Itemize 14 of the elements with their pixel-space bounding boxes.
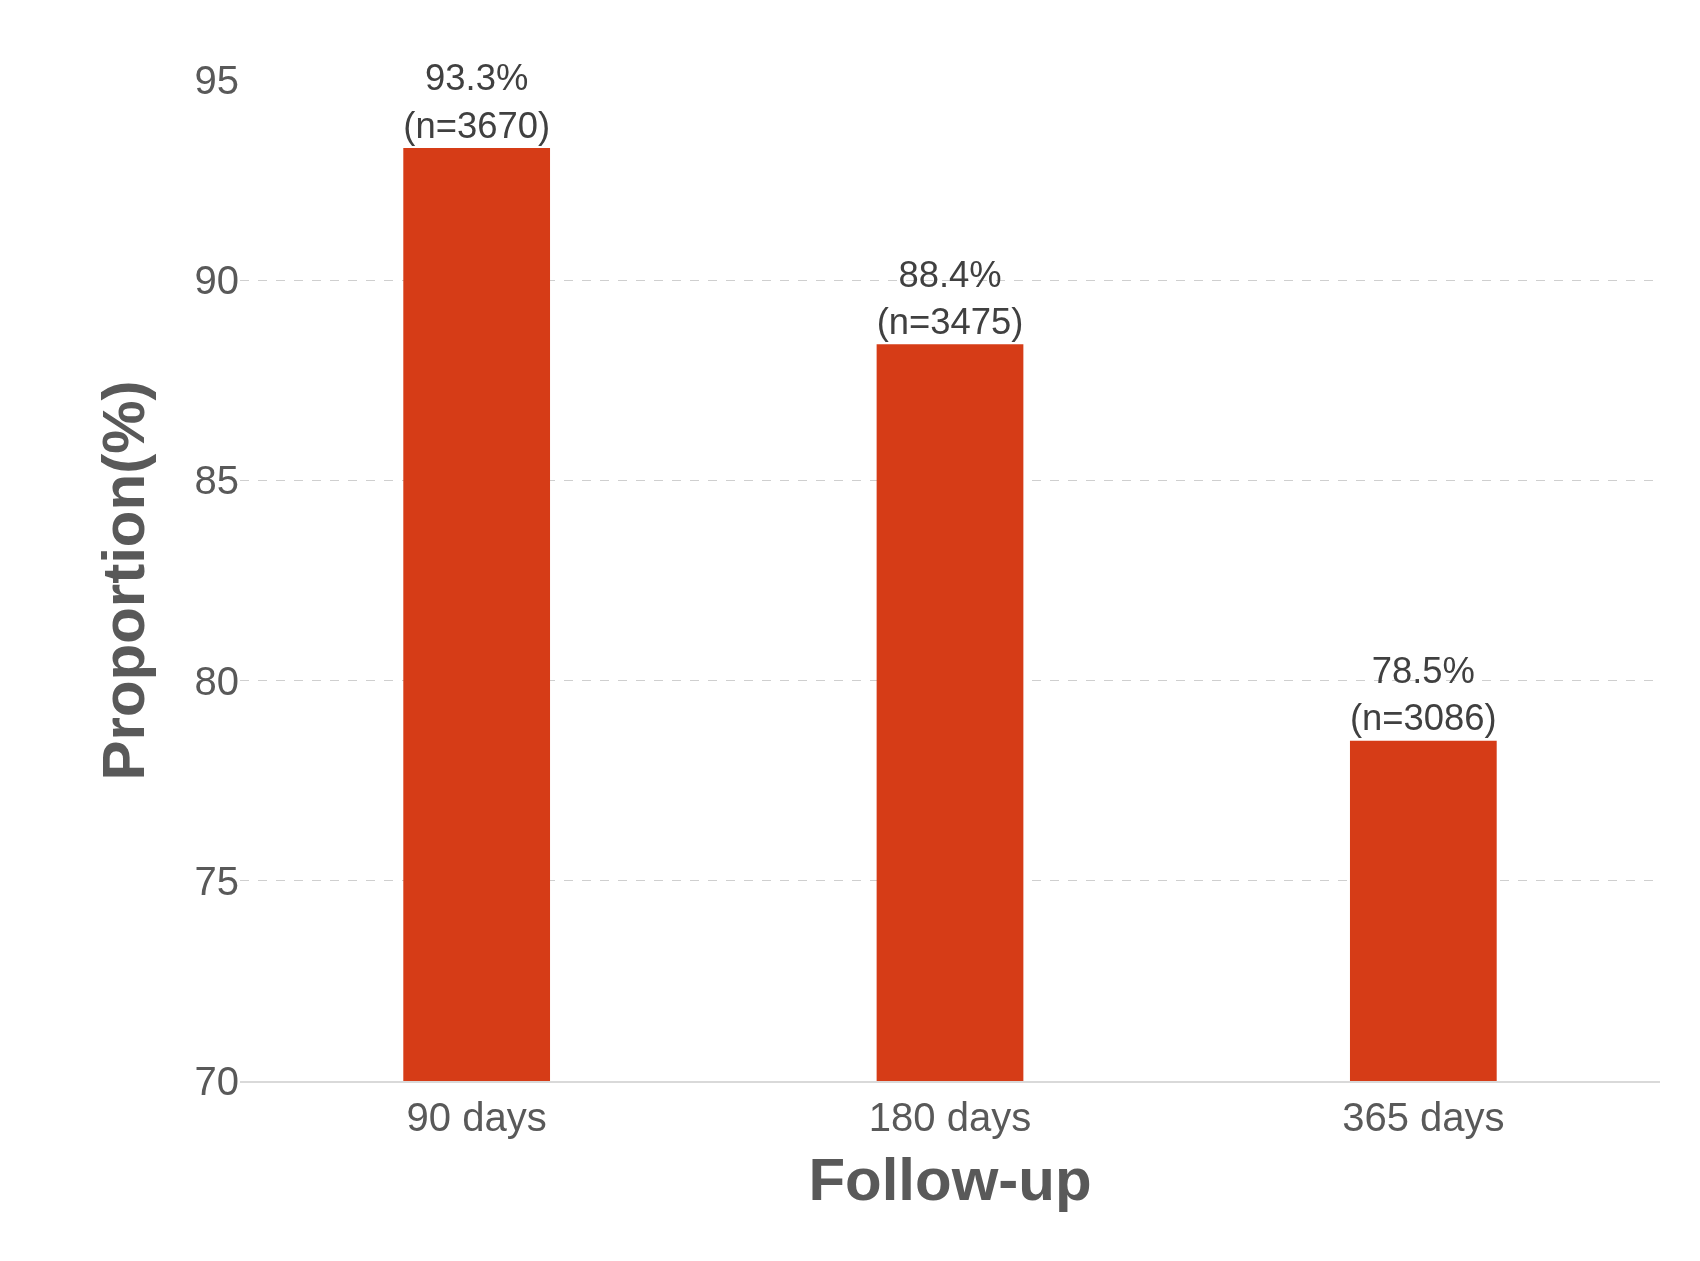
y-tick-label: 80: [194, 658, 239, 703]
y-tick-label: 90: [194, 258, 239, 303]
y-tick-label: 85: [194, 458, 239, 503]
y-axis-title: Proportion(%): [90, 380, 157, 781]
y-tick-label: 75: [194, 858, 239, 903]
x-tick-label: 365 days: [1342, 1095, 1505, 1139]
data-label: 88.4% (n=3475): [876, 253, 1024, 342]
x-tick-label: 90 days: [406, 1095, 547, 1139]
y-tick-label: 70: [194, 1059, 239, 1103]
y-tick-label: 95: [194, 58, 239, 102]
data-label: 78.5% (n=3086): [1349, 650, 1497, 739]
x-axis-title: Follow-up: [808, 1146, 1092, 1213]
data-label: 93.3% (n=3670): [403, 57, 551, 146]
x-tick-label: 180 days: [868, 1095, 1032, 1139]
